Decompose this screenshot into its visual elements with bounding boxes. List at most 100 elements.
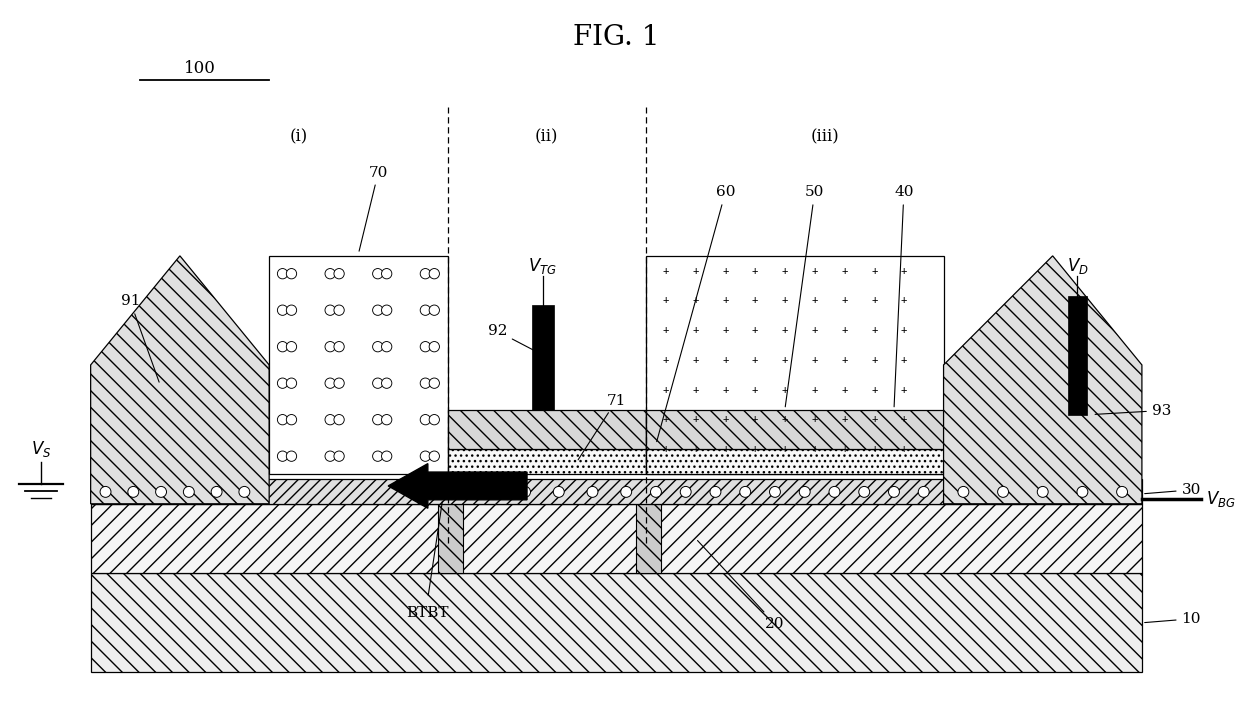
Bar (438, 504, 463, 573)
Bar (646, 410, 944, 449)
Text: +: + (870, 295, 877, 305)
Text: +: + (811, 295, 817, 305)
Bar (1068, 295, 1087, 415)
Circle shape (278, 378, 288, 388)
Text: +: + (662, 415, 670, 425)
Text: $V_D$: $V_D$ (1066, 256, 1089, 276)
Text: +: + (841, 266, 847, 276)
Circle shape (429, 269, 439, 279)
Circle shape (278, 269, 288, 279)
Text: +: + (841, 355, 847, 365)
Text: 20: 20 (698, 541, 785, 631)
Circle shape (859, 486, 869, 498)
Text: +: + (900, 385, 906, 395)
Text: (i): (i) (290, 128, 308, 145)
Circle shape (372, 378, 383, 388)
Circle shape (740, 486, 750, 498)
Circle shape (278, 451, 288, 461)
Circle shape (286, 415, 296, 425)
Circle shape (382, 342, 392, 352)
Circle shape (429, 342, 439, 352)
Circle shape (372, 305, 383, 315)
Text: FIG. 1: FIG. 1 (573, 24, 660, 51)
Bar (91, 573, 1142, 672)
Circle shape (453, 486, 463, 498)
Text: +: + (722, 325, 728, 335)
Text: +: + (781, 325, 787, 335)
Text: +: + (870, 325, 877, 335)
Text: +: + (692, 325, 699, 335)
Circle shape (621, 486, 631, 498)
Circle shape (334, 378, 345, 388)
Circle shape (1116, 486, 1127, 498)
Circle shape (429, 378, 439, 388)
Text: +: + (811, 444, 817, 454)
Circle shape (278, 305, 288, 315)
Circle shape (382, 269, 392, 279)
Text: (ii): (ii) (536, 128, 558, 145)
Text: +: + (870, 266, 877, 276)
Text: +: + (692, 295, 699, 305)
Circle shape (155, 486, 166, 498)
Bar (448, 410, 646, 449)
Text: +: + (751, 266, 758, 276)
Circle shape (286, 378, 296, 388)
Circle shape (211, 486, 222, 498)
Bar (636, 504, 661, 573)
Circle shape (100, 486, 110, 498)
Text: +: + (781, 266, 787, 276)
Text: +: + (662, 295, 670, 305)
Text: +: + (781, 385, 787, 395)
Text: $V_S$: $V_S$ (31, 439, 51, 459)
Text: +: + (722, 266, 728, 276)
Circle shape (325, 451, 335, 461)
Text: 91: 91 (120, 295, 159, 382)
Circle shape (959, 486, 968, 498)
Circle shape (520, 486, 531, 498)
Circle shape (429, 451, 439, 461)
Circle shape (325, 269, 335, 279)
Circle shape (429, 415, 439, 425)
Text: +: + (692, 415, 699, 425)
Text: +: + (751, 444, 758, 454)
Text: +: + (722, 415, 728, 425)
Circle shape (325, 378, 335, 388)
Text: +: + (692, 266, 699, 276)
Circle shape (681, 486, 691, 498)
Text: +: + (781, 415, 787, 425)
Bar (91, 504, 1142, 573)
Circle shape (420, 451, 430, 461)
Circle shape (420, 342, 430, 352)
Circle shape (553, 486, 564, 498)
Text: +: + (662, 325, 670, 335)
Circle shape (711, 486, 720, 498)
Bar (532, 305, 554, 410)
Text: +: + (811, 355, 817, 365)
Circle shape (420, 305, 430, 315)
Text: +: + (870, 385, 877, 395)
Text: +: + (841, 325, 847, 335)
Text: 50: 50 (785, 185, 825, 407)
Text: +: + (900, 295, 906, 305)
Text: +: + (692, 355, 699, 365)
Text: +: + (870, 355, 877, 365)
Text: 71: 71 (578, 394, 626, 460)
Circle shape (800, 486, 810, 498)
Text: +: + (900, 415, 906, 425)
Circle shape (382, 415, 392, 425)
Text: +: + (751, 355, 758, 365)
Text: BTBT: BTBT (407, 606, 449, 620)
Text: $V_{BG}$: $V_{BG}$ (1207, 489, 1236, 509)
Text: +: + (811, 266, 817, 276)
Text: +: + (811, 385, 817, 395)
FancyArrow shape (388, 463, 527, 508)
Bar (448, 449, 646, 474)
Circle shape (334, 415, 345, 425)
Circle shape (325, 305, 335, 315)
Text: 10: 10 (1145, 612, 1202, 626)
Circle shape (286, 305, 296, 315)
Circle shape (770, 486, 780, 498)
Circle shape (382, 451, 392, 461)
Circle shape (239, 486, 249, 498)
Text: +: + (870, 415, 877, 425)
